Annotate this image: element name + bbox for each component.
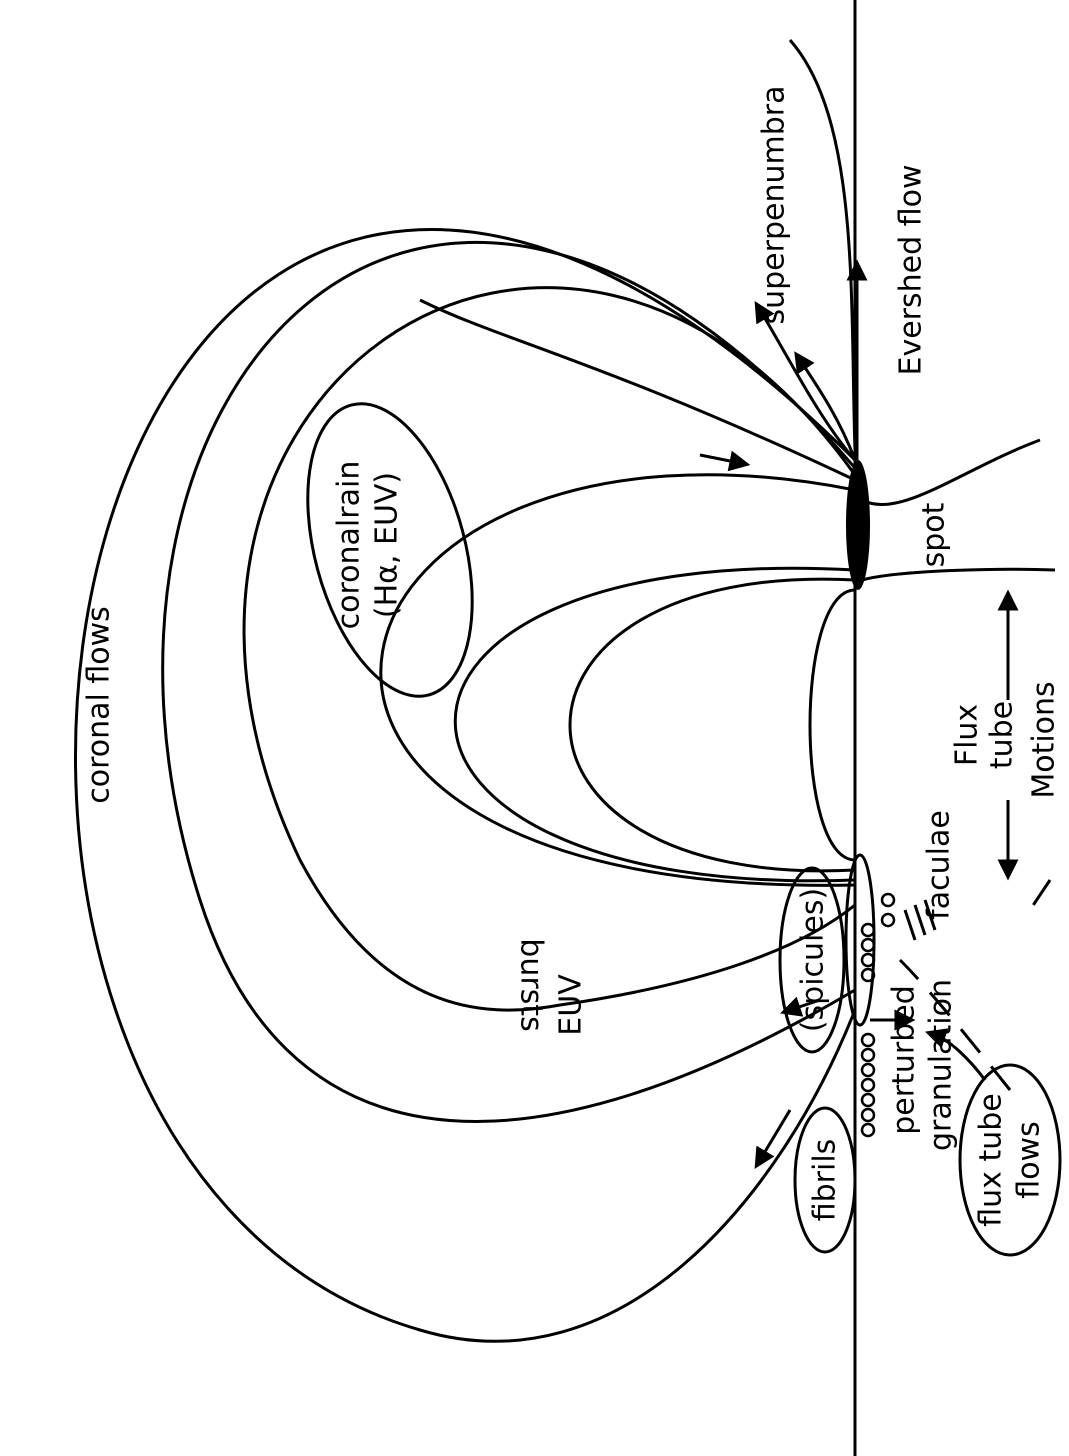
label: spot [917, 502, 952, 567]
superpenumbra-line [788, 39, 857, 451]
flow-arrow [754, 1109, 792, 1170]
label: perturbed [887, 985, 922, 1135]
field-line [861, 438, 1041, 506]
label: tube [985, 701, 1020, 769]
label: (Hα, EUV) [370, 472, 405, 618]
flow-arrow [754, 300, 857, 461]
field-lines [73, 0, 1056, 1456]
flow-arrow [925, 1028, 987, 1081]
field-line [453, 566, 856, 883]
field-line [73, 228, 857, 1343]
field-line [568, 577, 856, 873]
flow-arrow [699, 450, 751, 472]
dashed-line [898, 958, 1012, 1091]
field-line [419, 298, 856, 482]
field-line [861, 567, 1056, 582]
label: Motions [1027, 681, 1062, 798]
flux-tube-flows-ellipse [958, 1063, 1062, 1257]
label: Flux [950, 704, 985, 766]
ticks [903, 899, 937, 941]
label: coronal flows [82, 606, 117, 804]
field-line [242, 286, 857, 1012]
facula-ellipse [844, 853, 876, 1027]
field-line [161, 241, 857, 1123]
label: faculae [922, 810, 957, 920]
label: granulation [924, 979, 959, 1151]
spicules-ellipse [778, 866, 846, 1054]
granules [860, 892, 896, 1138]
label: superpenumbra [757, 86, 792, 325]
fibrils-ellipse [793, 1106, 857, 1254]
label: flux tube [974, 1093, 1009, 1226]
faculae-marks [870, 589, 1052, 1091]
field-line [808, 588, 856, 862]
label: flows [1012, 1121, 1047, 1198]
flow-arrow [780, 996, 821, 1017]
label: Evershed flow [894, 165, 929, 376]
label: (spicules) [796, 888, 831, 1032]
label: coronalrain [332, 461, 367, 630]
label: EUV [554, 974, 589, 1036]
label: bursts [514, 938, 549, 1031]
flow-arrow [794, 351, 857, 461]
labels: coronal flows coronalrain (Hα, EUV) supe… [82, 86, 1062, 1227]
dashed-line [1028, 879, 1052, 911]
label: fibrils [808, 1139, 843, 1222]
spot [846, 460, 870, 590]
coronal-rain-ellipse [306, 402, 474, 698]
field-line [379, 473, 856, 887]
